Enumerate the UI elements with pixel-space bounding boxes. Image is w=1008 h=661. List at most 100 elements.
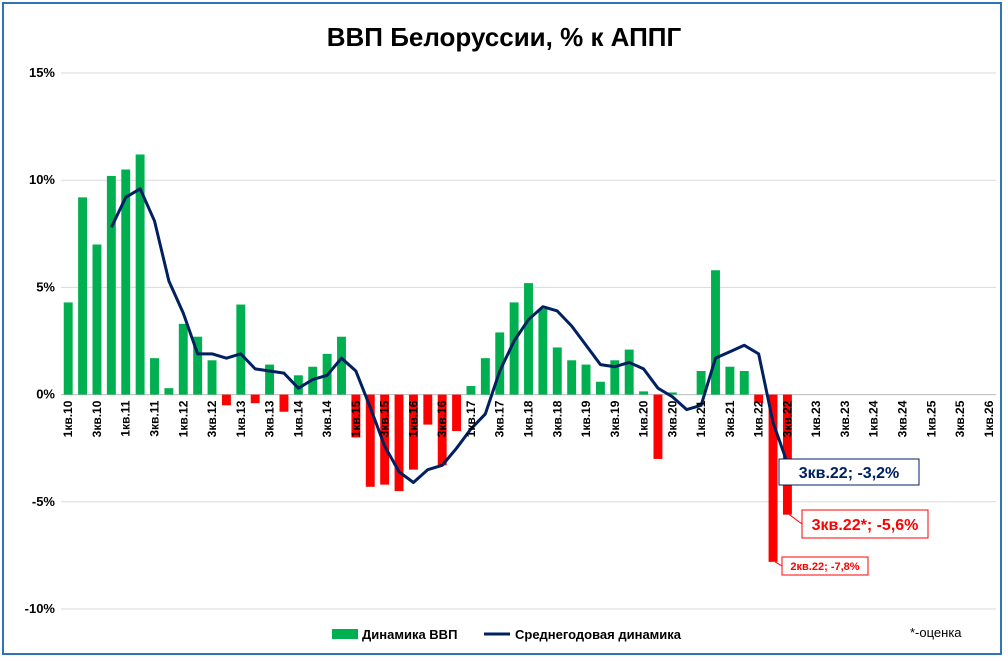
y-tick-label: 0% [36,387,55,402]
callout-box [778,458,920,486]
x-tick-label: 3кв.18 [550,400,564,437]
gdp-bar [92,244,102,395]
gdp-bar [408,394,418,470]
gdp-bar [236,304,246,395]
callout-box [781,556,869,576]
gdp-bar [768,394,778,562]
gdp-bar [437,394,447,466]
callout-leader [774,561,783,567]
gdp-bar [78,197,88,395]
legend-label-bar: Динамика ВВП [362,627,457,642]
gdp-bar [337,336,346,395]
gdp-bar [581,364,591,395]
gdp-bar [423,394,433,425]
chart-title: ВВП Белоруссии, % к АППГ [327,22,682,52]
gdp-bar [466,386,476,395]
y-tick-label: -10% [25,601,56,616]
x-axis-ticks: 1кв.10 3кв.10 1кв.11 3кв.11 1кв.12 3кв.12 1кв.… [61,400,996,437]
gdp-bar [207,360,217,395]
gdp-bar [639,391,649,395]
gdp-bar [667,392,677,395]
line-layer [109,187,789,484]
x-tick-label: 3кв.12 [205,400,219,437]
x-tick-label: 3кв.13 [263,400,277,437]
gdp-bar [63,302,73,395]
gdp-bar [725,366,735,395]
y-tick-label: 15% [29,65,55,80]
x-tick-label: 1кв.11 [119,400,133,436]
x-tick-label: 3кв.21 [723,400,737,437]
callout-label: 3кв.22; -3,2% [799,465,900,482]
x-tick-label: 1кв.19 [579,400,593,437]
x-tick-label: 3кв.22 [780,400,794,437]
gdp-bar [711,270,720,395]
gdp-bar [221,394,231,406]
y-tick-label: 10% [29,172,55,187]
x-tick-label: 1кв.12 [176,400,190,437]
gdp-bar [624,349,634,395]
x-tick-label: 1кв.21 [694,400,708,437]
gdp-bar [782,394,792,515]
gdp-chart: ВВП Белоруссии, % к АППГ 15% 10% 5% 0% -5% -1… [25,22,996,642]
gdp-bar [279,394,289,412]
gdp-bar [653,394,663,459]
gdp-bar [164,388,174,395]
callout-label: 2кв.22; -7,8% [790,561,859,573]
gdp-bar [754,394,764,404]
bar-layer [63,154,792,562]
gdp-bar [193,336,203,395]
gdp-bar [121,169,131,395]
gdp-bar [538,308,548,395]
estimate-note: *-оценка [910,625,962,640]
gdp-bar [365,394,375,487]
gdp-bar [696,371,706,395]
x-tick-label: 1кв.17 [464,400,478,437]
gdp-bar [250,394,260,404]
gdp-bar [380,394,390,485]
gdp-bar [739,371,749,395]
x-tick-label: 1кв.13 [234,400,248,437]
x-tick-label: 3кв.24 [896,400,910,437]
x-tick-label: 3кв.14 [320,400,334,437]
legend: Динамика ВВП Среднегодовая динамика [332,627,682,642]
legend-label-line: Среднегодовая динамика [515,627,682,642]
gdp-bar [135,154,145,395]
x-tick-label: 1кв.20 [637,400,651,437]
x-tick-label: 3кв.17 [493,400,507,437]
x-tick-label: 1кв.22 [752,400,766,437]
x-tick-label: 1кв.16 [406,400,420,437]
y-tick-label: -5% [32,494,56,509]
gdp-bar [524,283,533,395]
x-tick-label: 3кв.20 [665,400,679,437]
gdp-bar [351,394,361,438]
gdp-bar [509,302,519,395]
x-tick-label: 1кв.15 [349,400,363,437]
x-tick-label: 1кв.14 [291,400,305,437]
callout-leader [789,514,803,525]
x-tick-label: 1кв.26 [982,400,996,437]
gdp-bar [610,360,620,395]
gdp-bar [178,323,188,395]
x-tick-label: 1кв.18 [522,400,536,437]
gdp-bar [106,175,116,395]
x-tick-label: 3кв.19 [608,400,622,437]
gdp-bar [293,375,303,395]
x-tick-label: 3кв.16 [435,400,449,437]
gdp-bar [265,364,275,395]
y-tick-label: 5% [36,279,55,294]
x-tick-label: 3кв.10 [90,400,104,437]
x-tick-label: 1кв.10 [61,400,75,437]
gdp-bar [394,394,404,492]
gdp-bar [452,394,462,432]
gdp-bar [595,381,605,395]
average-line [109,187,789,484]
x-tick-label: 1кв.24 [867,400,881,437]
callout-label: 3кв.22*; -5,6% [812,517,919,534]
gdp-bar [552,347,562,395]
gdp-bar [495,332,505,395]
x-tick-label: 3кв.11 [148,400,162,436]
callout-box [801,509,929,539]
x-tick-label: 1кв.25 [924,400,938,437]
annotation-layer: 3кв.22; -3,2% 3кв.22*; -5,6% 2кв.22; -7,8% [774,458,929,576]
